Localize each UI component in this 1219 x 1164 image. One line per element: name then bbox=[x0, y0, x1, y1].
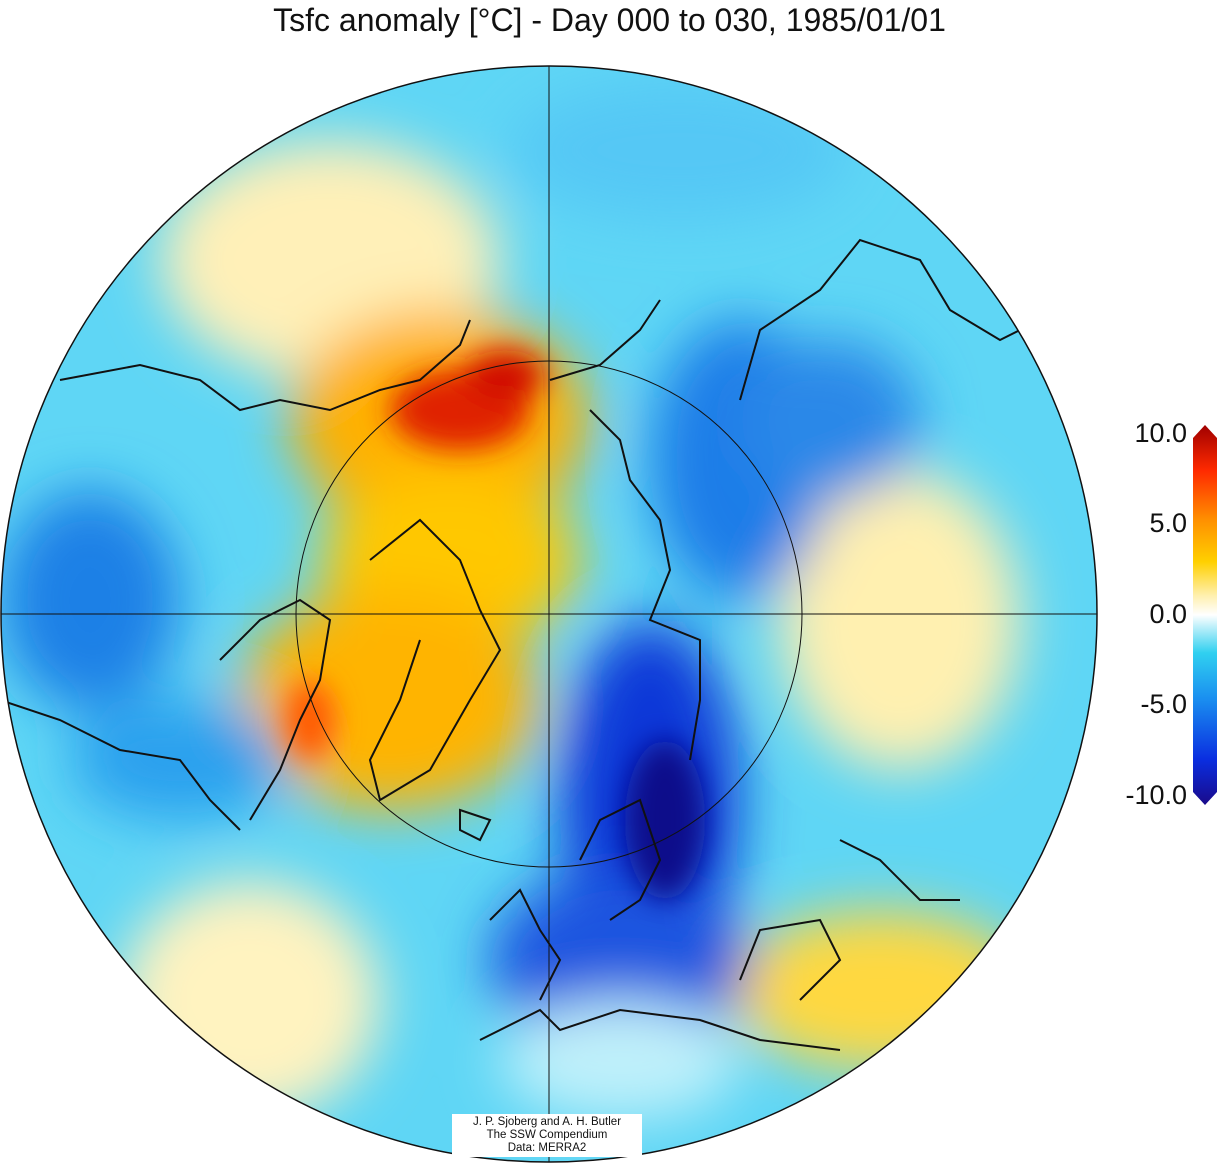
colorbar-tick-label: 10.0 bbox=[1134, 418, 1187, 448]
colorbar-tick-label: -5.0 bbox=[1140, 689, 1187, 719]
cold-anomaly-region bbox=[490, 870, 750, 1050]
colorbar-tick-label: -10.0 bbox=[1125, 780, 1187, 810]
colorbar-tick-label: 0.0 bbox=[1149, 599, 1187, 629]
colorbar-gradient bbox=[1193, 425, 1217, 805]
cold-anomaly-region bbox=[740, 340, 920, 500]
cold-anomaly-region bbox=[1, 490, 180, 710]
colorbar bbox=[1193, 425, 1217, 805]
credit-box: J. P. Sjoberg and A. H. Butler The SSW C… bbox=[452, 1114, 642, 1157]
warm-anomaly-region bbox=[780, 470, 1020, 770]
chart-title: Tsfc anomaly [°C] - Day 000 to 030, 1985… bbox=[273, 2, 946, 38]
cold-peak bbox=[625, 740, 705, 900]
warm-anomaly-region bbox=[730, 910, 1030, 1070]
warm-peak bbox=[285, 680, 335, 760]
colorbar-tick-label: 5.0 bbox=[1149, 508, 1187, 538]
coastlines bbox=[1, 238, 1021, 1051]
credit-data: Data: MERRA2 bbox=[507, 1142, 587, 1154]
cold-anomaly-region bbox=[510, 80, 850, 220]
warm-peak bbox=[465, 350, 545, 400]
neutral-region bbox=[500, 1000, 740, 1120]
credit-source: The SSW Compendium bbox=[486, 1129, 608, 1141]
credit-authors: J. P. Sjoberg and A. H. Butler bbox=[472, 1116, 622, 1128]
